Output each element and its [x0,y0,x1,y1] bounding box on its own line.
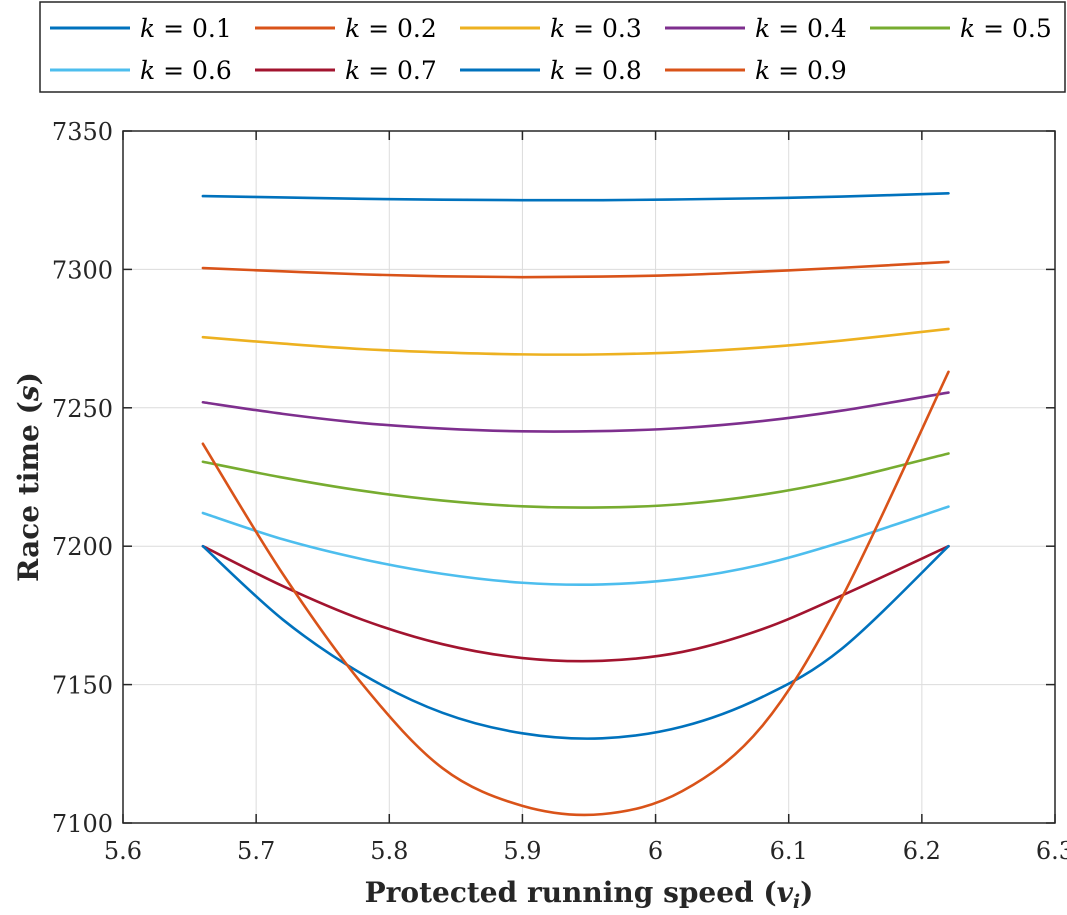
legend-entry-k-0.2: k = 0.2 [255,14,437,43]
legend-label: k = 0.4 [755,14,847,43]
series-line-k-0.1 [201,191,950,202]
y-tick-label: 7350 [52,118,113,146]
x-axis-label-sub: i [793,891,800,913]
y-tick-labels: 7100 7150 7200 7250 7300 7350 [52,118,113,838]
legend-box [39,1,1066,93]
x-tick-label: 6.2 [903,837,941,865]
series-line-k-0.4 [201,391,950,433]
y-tick-label: 7250 [52,395,113,423]
x-tick-label: 6.1 [770,837,808,865]
x-tick-labels: 5.6 5.7 5.8 5.9 6 6.1 6.2 6.3 [104,837,1067,865]
series-line-k-0.9 [201,370,950,817]
x-tick-label: 5.7 [237,837,275,865]
tick-marks [122,130,1056,824]
x-tick-label: 6 [648,837,663,865]
series-line-k-0.8 [201,544,950,740]
legend-entry-k-0.3: k = 0.3 [460,14,642,43]
y-axis-label-text: Race time ( [12,401,45,582]
series-line-k-0.3 [201,327,950,356]
y-axis-label-close: ) [12,372,45,385]
legend-label: k = 0.7 [345,56,437,85]
series-line-k-0.7 [201,544,950,663]
x-tick-label: 5.9 [503,837,541,865]
legend-entry-k-0.9: k = 0.9 [665,56,847,85]
legend-label: k = 0.5 [960,14,1052,43]
plot-area-frame [122,130,1056,824]
y-axis-label-var: s [12,385,45,402]
legend-entry-k-0.5: k = 0.5 [870,14,1052,43]
legend-entry-k-0.8: k = 0.8 [460,56,642,85]
series-lines [201,191,950,817]
legend-label: k = 0.6 [140,56,232,85]
legend-label: k = 0.2 [345,14,437,43]
x-tick-label: 5.6 [104,837,142,865]
legend-entry-k-0.1: k = 0.1 [50,14,232,43]
legend-entry-k-0.4: k = 0.4 [665,14,847,43]
y-tick-label: 7200 [52,533,113,561]
x-axis-label-var: v [777,876,794,909]
x-axis-label-close: ) [800,876,813,909]
x-tick-label: 6.3 [1036,837,1067,865]
grid [122,130,1056,824]
series-line-k-0.5 [201,452,950,509]
legend-label: k = 0.1 [140,14,232,43]
legend-label: k = 0.3 [550,14,642,43]
x-tick-label: 5.8 [370,837,408,865]
series-line-k-0.2 [201,260,950,279]
legend-label: k = 0.8 [550,56,642,85]
y-tick-label: 7300 [52,256,113,284]
legend: k = 0.1 k = 0.2 k = 0.3 k = 0.4 k = 0.5 k = 0… [50,14,1052,85]
legend-label: k = 0.9 [755,56,847,85]
x-axis-label: Protected running speed (vi) [365,876,814,913]
y-axis-label: Race time (s) [12,372,45,582]
series-line-k-0.6 [201,505,950,586]
y-tick-label: 7150 [52,672,113,700]
x-axis-label-text: Protected running speed ( [365,876,777,909]
y-tick-label: 7100 [52,810,113,838]
legend-entry-k-0.7: k = 0.7 [255,56,437,85]
legend-entry-k-0.6: k = 0.6 [50,56,232,85]
